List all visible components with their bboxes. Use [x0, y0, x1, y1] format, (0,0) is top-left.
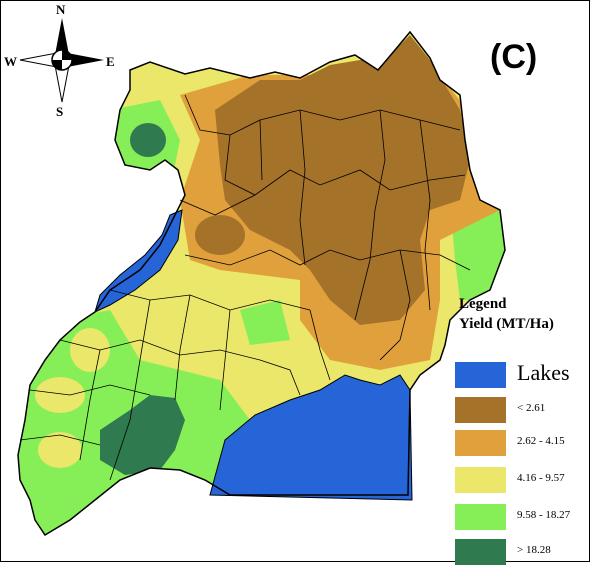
zone-gt-18-28: [130, 123, 166, 157]
legend: Legend Yield (MT/Ha) Lakes < 2.61 2.62 -…: [455, 296, 591, 565]
legend-swatch: [455, 362, 506, 388]
zone-4-16-9-57: [35, 377, 85, 413]
legend-swatch: [455, 430, 506, 456]
legend-item-class5: > 18.28: [455, 539, 591, 565]
legend-swatch: [455, 397, 506, 423]
zone-lt-2-61: [195, 215, 245, 255]
lake-albert: [94, 209, 183, 313]
compass-south-label: S: [56, 104, 64, 119]
legend-label: 2.62 - 4.15: [517, 435, 565, 447]
zone-gt-18-28: [100, 395, 185, 475]
legend-swatch: [455, 467, 506, 493]
zone-9-58-18-27: [240, 300, 290, 345]
compass-west-label: W: [4, 54, 17, 69]
legend-label: 4.16 - 9.57: [517, 472, 565, 484]
country-outline: [17, 30, 506, 537]
legend-item-class1: < 2.61: [455, 397, 591, 423]
legend-swatch: [455, 539, 506, 565]
legend-item-class2: 2.62 - 4.15: [455, 430, 591, 456]
legend-swatch: [455, 504, 506, 530]
legend-subtitle: Yield (MT/Ha): [459, 316, 554, 332]
legend-item-class4: 9.58 - 18.27: [455, 504, 591, 530]
legend-label: 9.58 - 18.27: [517, 509, 571, 521]
zone-4-16-9-57: [38, 432, 82, 468]
legend-label: < 2.61: [517, 402, 546, 414]
legend-label: > 18.28: [517, 544, 551, 556]
legend-item-class3: 4.16 - 9.57: [455, 467, 591, 493]
legend-item-lakes: Lakes: [455, 360, 591, 388]
compass-east-label: E: [106, 54, 115, 69]
zone-4-16-9-57: [70, 328, 110, 372]
legend-label: Lakes: [517, 360, 570, 385]
zone-lt-2-61: [215, 35, 470, 325]
legend-title: Legend: [459, 296, 507, 312]
district-boundaries: [19, 94, 471, 481]
compass-rose-icon: [19, 18, 104, 103]
panel-label: (C): [490, 38, 538, 76]
compass-north-label: N: [56, 2, 66, 17]
